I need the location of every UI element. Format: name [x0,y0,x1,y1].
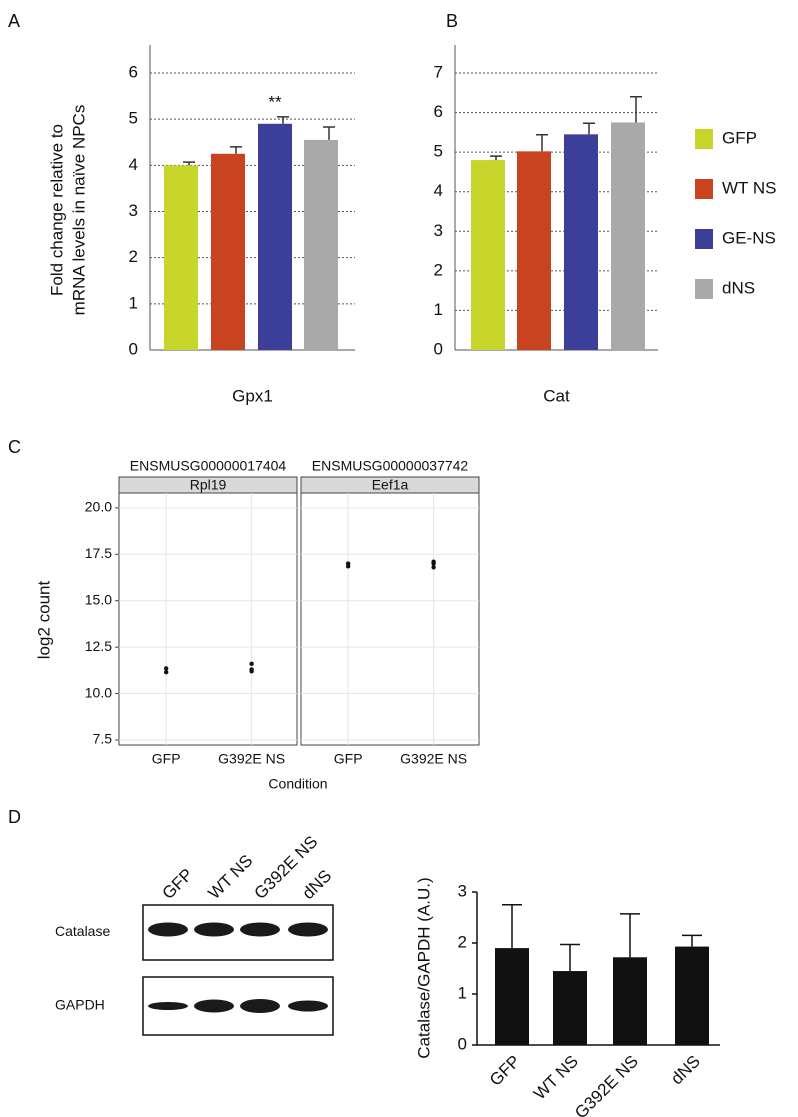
facet-strip-label: Rpl19 [190,477,227,493]
legend-swatch [695,279,713,299]
y-axis-label: Catalase/GAPDH (A.U.) [414,877,433,1058]
panel-label: B [446,11,458,31]
y-tick-label: 1 [434,300,443,319]
legend-swatch [695,229,713,249]
y-tick-label: 3 [458,881,467,900]
bar [211,153,245,350]
blot-band [240,999,280,1013]
blot-band [288,922,328,937]
bar [304,139,338,350]
legend-label: WT NS [722,178,776,197]
y-tick-label: 2 [129,247,138,266]
point [431,559,436,564]
blot-band [148,1002,188,1010]
y-tick-label: 1 [458,983,467,1002]
x-tick-label: G392E NS [400,751,467,767]
blot-band [194,999,234,1013]
y-tick-label: 0 [434,339,443,358]
legend-swatch [695,179,713,199]
y-tick-label: 0 [458,1034,467,1053]
bar [517,151,551,350]
row-label: GAPDH [55,997,105,1013]
legend-label: GFP [722,128,757,147]
bar [495,948,529,1045]
y-tick-label: 7 [434,62,443,81]
facet-panel [300,492,480,746]
y-tick-label: 20.0 [85,499,112,515]
x-tick-label: GFP [486,1052,524,1090]
bar [553,971,587,1045]
point [431,565,436,570]
x-tick-label: G392E NS [571,1052,642,1117]
bar [471,160,505,350]
y-tick-label: 2 [458,932,467,951]
x-tick-label: WT NS [530,1052,582,1104]
y-tick-label: 5 [434,142,443,161]
x-axis-label: Condition [268,776,327,792]
facet-title: ENSMUSG00000037742 [312,458,469,474]
y-tick-label: 0 [129,339,138,358]
facet-strip [300,476,480,494]
y-tick-label: 10.0 [85,684,112,700]
annotation: ** [268,92,282,111]
y-axis-label: log2 count [34,580,53,659]
lane-label: dNS [299,866,336,903]
y-axis-label: mRNA levels in naïve NPCs [69,105,88,316]
facet-title: ENSMUSG00000017404 [130,458,287,474]
facet-strip-label: Eef1a [372,477,409,493]
facet-panel [118,492,298,746]
y-tick-label: 3 [129,201,138,220]
y-tick-label: 2 [434,260,443,279]
x-tick-label: dNS [667,1052,704,1089]
x-tick-label: GFP [152,751,181,767]
point [163,670,169,675]
row-label: Catalase [55,923,110,939]
facet-strip [118,476,298,494]
y-tick-label: 7.5 [93,731,113,747]
y-tick-label: 5 [129,109,138,128]
x-tick-label: GFP [334,751,363,767]
point [345,561,351,566]
bar [258,123,292,351]
y-tick-label: 15.0 [85,591,112,607]
bar [611,122,645,350]
lane-label: GFP [159,865,197,903]
bar [164,165,198,350]
panel-label: D [8,807,21,827]
panel-label: C [8,437,21,457]
y-axis-label: Fold change relative to [47,124,66,296]
bar [675,946,709,1045]
point [249,667,254,672]
x-axis-label: Gpx1 [232,386,273,405]
panel-label: A [8,11,20,31]
y-tick-label: 6 [434,102,443,121]
blot-band [148,922,188,937]
blot-band [194,922,234,937]
blot-band [240,922,280,937]
y-tick-label: 3 [434,221,443,240]
y-tick-label: 4 [129,155,138,174]
bar [564,134,598,350]
bar [613,957,647,1045]
y-tick-label: 4 [434,181,443,200]
y-tick-label: 1 [129,293,138,312]
x-axis-label: Cat [543,386,570,405]
y-tick-label: 17.5 [85,545,112,561]
point [249,661,254,667]
lane-label: WT NS [205,851,257,903]
y-tick-label: 12.5 [85,638,112,654]
y-tick-label: 6 [129,62,138,81]
legend-label: dNS [722,278,755,297]
legend-label: GE-NS [722,228,776,247]
point [163,666,169,671]
blot-band [288,1000,328,1012]
x-tick-label: G392E NS [218,751,285,767]
legend-swatch [695,129,713,149]
